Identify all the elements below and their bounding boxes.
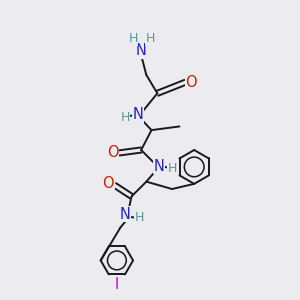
Text: H: H — [135, 211, 144, 224]
Text: H: H — [167, 162, 177, 175]
Text: H: H — [145, 32, 155, 45]
Text: H: H — [120, 111, 130, 124]
Text: O: O — [106, 146, 118, 160]
Text: N: N — [153, 159, 164, 174]
Text: N: N — [133, 107, 144, 122]
Text: N: N — [136, 43, 147, 58]
Text: O: O — [102, 176, 114, 191]
Text: H: H — [128, 32, 138, 45]
Text: N: N — [119, 206, 130, 221]
Text: O: O — [185, 75, 197, 90]
Text: I: I — [115, 277, 119, 292]
